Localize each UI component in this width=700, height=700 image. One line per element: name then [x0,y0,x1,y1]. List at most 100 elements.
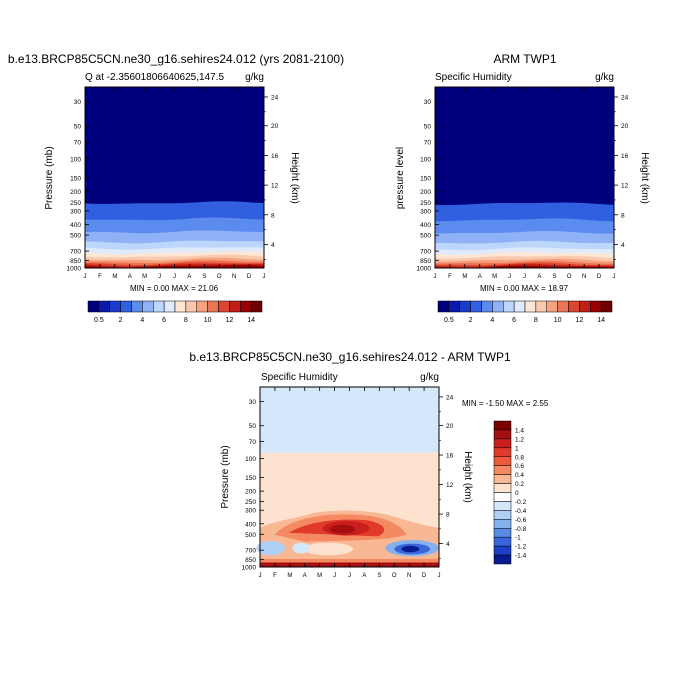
colorbar-swatch [185,300,197,313]
y2-tick-label: 24 [271,94,279,101]
colorbar-swatch [493,465,512,475]
colorbar-label: 0.4 [515,472,524,479]
y2-tick-label: 16 [621,153,629,160]
colorbar-label: 0.5 [444,317,454,324]
contour-band [401,545,420,553]
y-tick-label: 850 [245,557,256,564]
x-tick-label: J [348,573,351,579]
colorbar-swatch [492,300,504,313]
y-tick-label: 1000 [417,266,432,273]
y-tick-label: 100 [70,156,81,163]
x-tick-label: O [392,573,397,579]
y2-axis-label: Height (km) [639,152,650,204]
contour-band [256,540,286,556]
colorbar-swatch [481,300,493,313]
x-tick-label: J [613,274,616,280]
y-tick-label: 700 [245,548,256,555]
y2-tick-label: 16 [446,453,454,460]
x-tick-label: N [232,274,236,280]
panel-subtitle-right: g/kg [595,72,614,83]
y-tick-label: 70 [249,439,257,446]
colorbar-swatch [557,300,569,313]
y2-tick-label: 4 [271,242,275,249]
colorbar-swatch [459,300,471,313]
x-tick-label: M [462,274,467,280]
x-tick-label: N [407,573,411,579]
x-tick-label: D [422,573,427,579]
colorbar-swatch [250,300,263,313]
x-tick-label: J [259,573,262,579]
colorbar-swatch [240,300,252,313]
y-tick-label: 100 [245,456,256,463]
contour-band [292,542,311,554]
y-tick-label: 700 [70,249,81,256]
colorbar-swatch [437,300,450,313]
x-tick-label: M [317,573,322,579]
y-tick-label: 400 [70,222,81,229]
colorbar-swatch [493,447,512,457]
y-tick-label: 300 [70,208,81,215]
colorbar-swatch [218,300,230,313]
y-tick-label: 70 [424,139,432,146]
colorbar-label: 1.2 [515,436,524,443]
y2-tick-label: 12 [271,183,279,190]
x-tick-label: J [84,274,87,280]
colorbar-swatch [98,300,110,313]
y-tick-label: 250 [420,200,431,207]
y2-tick-label: 4 [446,541,450,548]
colorbar-swatch [87,300,100,313]
colorbar-swatch [600,300,613,313]
panel-subtitle-right: g/kg [420,372,439,383]
colorbar-label: 0.8 [515,454,524,461]
colorbar-swatch [493,519,512,529]
y-tick-label: 200 [245,489,256,496]
x-tick-label: S [202,274,206,280]
min-max-label: MIN = 0.00 MAX = 18.97 [480,284,569,293]
x-tick-label: J [173,274,176,280]
y-tick-label: 100 [420,156,431,163]
y-tick-label: 850 [70,258,81,265]
colorbar-swatch [229,300,241,313]
colorbar: 0.5 2 4 6 8 10 12 14 [87,300,263,324]
colorbar-label: 14 [247,317,255,324]
colorbar-swatch [163,300,176,313]
colorbar-label: 12 [225,317,233,324]
y2-tick-label: 12 [621,183,629,190]
x-tick-label: F [273,573,277,579]
y-tick-label: 1000 [242,565,257,572]
panel-subtitle-left: Q at -2.35601806640625,147.5 [85,72,224,83]
x-tick-label: A [537,274,541,280]
colorbar-label: -1.4 [515,553,527,560]
colorbar-swatch [448,300,460,313]
colorbar-swatch [120,300,132,313]
y-tick-label: 50 [424,123,432,130]
colorbar-label: 1.4 [515,427,524,434]
y-tick-label: 250 [70,200,81,207]
x-tick-label: M [112,274,117,280]
x-tick-label: J [158,274,161,280]
y-tick-label: 150 [245,475,256,482]
colorbar-label: -0.8 [515,526,527,533]
panel-difference: b.e13.BRCP85C5CN.ne30_g16.sehires24.012 … [189,350,548,579]
x-tick-label: D [597,274,602,280]
colorbar-label: 1 [515,445,519,452]
colorbar-swatch [493,492,512,502]
x-tick-label: N [582,274,586,280]
y2-tick-label: 8 [446,512,450,519]
colorbar-label: 10 [204,317,212,324]
y-tick-label: 30 [424,99,432,106]
colorbar-label: 0.5 [94,317,104,324]
y2-tick-label: 12 [446,482,454,489]
panel-obs: ARM TWP1 Specific Humidity g/kg pressure… [395,52,650,324]
colorbar: 1.4 1.2 1 0.8 0.6 0.4 0.2 0 -0.2 -0.4 -0.6 -0.8 -1 -1… [493,420,527,565]
x-tick-label: J [438,573,441,579]
colorbar-swatch [493,474,512,484]
colorbar-swatch [493,456,512,466]
x-tick-label: A [362,573,366,579]
colorbar-swatch [493,420,512,431]
min-max-label: MIN = 0.00 MAX = 21.06 [130,284,219,293]
contour-band [329,524,355,534]
y-tick-label: 250 [245,499,256,506]
y-tick-label: 500 [420,233,431,240]
